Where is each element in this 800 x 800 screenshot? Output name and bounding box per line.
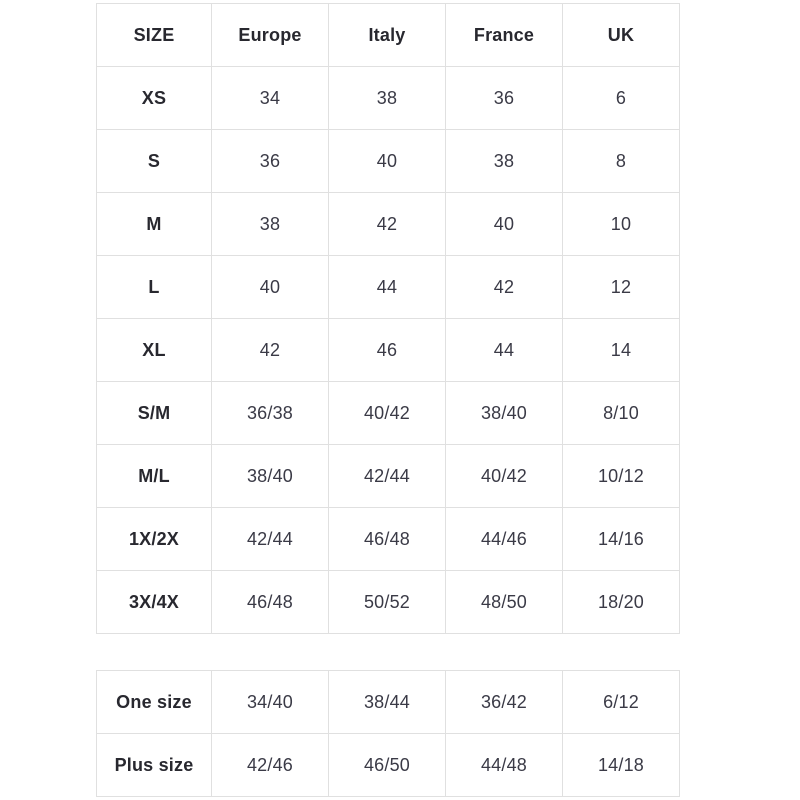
table-cell: 14/16 — [562, 507, 680, 571]
table-cell: 40 — [445, 192, 563, 256]
table-cell: 8/10 — [562, 381, 680, 445]
row-label: 1X/2X — [96, 507, 212, 571]
header-row: SIZE Europe Italy France UK — [96, 3, 680, 67]
table-cell: 8 — [562, 129, 680, 193]
table-cell: 44 — [445, 318, 563, 382]
table-cell: 38 — [445, 129, 563, 193]
table-cell: 38 — [328, 66, 446, 130]
column-header: UK — [562, 3, 680, 67]
table-cell: 10 — [562, 192, 680, 256]
table-cell: 46/50 — [328, 733, 446, 797]
table-row: M/L 38/40 42/44 40/42 10/12 — [96, 444, 680, 508]
table-row: L 40 44 42 12 — [96, 255, 680, 319]
table-row: XS 34 38 36 6 — [96, 66, 680, 130]
row-label: M/L — [96, 444, 212, 508]
table-cell: 38/40 — [445, 381, 563, 445]
table-cell: 42/44 — [211, 507, 329, 571]
table-row: M 38 42 40 10 — [96, 192, 680, 256]
size-table-header: SIZE Europe Italy France UK — [96, 3, 680, 67]
row-label: XL — [96, 318, 212, 382]
table-cell: 42 — [211, 318, 329, 382]
table-cell: 34 — [211, 66, 329, 130]
table-cell: 18/20 — [562, 570, 680, 634]
row-label: One size — [96, 670, 212, 734]
column-header: Europe — [211, 3, 329, 67]
row-label: M — [96, 192, 212, 256]
size-table-body: XS 34 38 36 6 S 36 40 38 8 M 38 42 40 10 L 40 44 42 12 XL 42 4… — [96, 66, 680, 634]
table-cell: 42/44 — [328, 444, 446, 508]
row-label: XS — [96, 66, 212, 130]
table-cell: 42 — [445, 255, 563, 319]
table-cell: 46/48 — [211, 570, 329, 634]
table-cell: 40 — [328, 129, 446, 193]
table-cell: 48/50 — [445, 570, 563, 634]
table-cell: 44 — [328, 255, 446, 319]
table-row: One size 34/40 38/44 36/42 6/12 — [96, 670, 680, 734]
special-sizes-body: One size 34/40 38/44 36/42 6/12 Plus size 42/4… — [96, 670, 680, 797]
table-row: XL 42 46 44 14 — [96, 318, 680, 382]
table-cell: 36 — [445, 66, 563, 130]
table-cell: 38 — [211, 192, 329, 256]
table-row: 1X/2X 42/44 46/48 44/46 14/16 — [96, 507, 680, 571]
row-label: S — [96, 129, 212, 193]
table-cell: 40/42 — [445, 444, 563, 508]
table-cell: 44/48 — [445, 733, 563, 797]
table-cell: 6 — [562, 66, 680, 130]
table-cell: 36/38 — [211, 381, 329, 445]
table-row: 3X/4X 46/48 50/52 48/50 18/20 — [96, 570, 680, 634]
table-cell: 14 — [562, 318, 680, 382]
table-cell: 10/12 — [562, 444, 680, 508]
row-label: 3X/4X — [96, 570, 212, 634]
special-sizes-table: One size 34/40 38/44 36/42 6/12 Plus size 42/4… — [96, 670, 680, 797]
table-row: S 36 40 38 8 — [96, 129, 680, 193]
table-cell: 50/52 — [328, 570, 446, 634]
table-row: S/M 36/38 40/42 38/40 8/10 — [96, 381, 680, 445]
table-cell: 36 — [211, 129, 329, 193]
size-conversion-table: SIZE Europe Italy France UK XS 34 38 36 6 S 36 40 38… — [96, 3, 680, 634]
table-cell: 46/48 — [328, 507, 446, 571]
table-row: Plus size 42/46 46/50 44/48 14/18 — [96, 733, 680, 797]
column-header: France — [445, 3, 563, 67]
column-header: SIZE — [96, 3, 212, 67]
table-cell: 46 — [328, 318, 446, 382]
row-label: S/M — [96, 381, 212, 445]
table-cell: 44/46 — [445, 507, 563, 571]
row-label: Plus size — [96, 733, 212, 797]
row-label: L — [96, 255, 212, 319]
table-cell: 42 — [328, 192, 446, 256]
table-cell: 40 — [211, 255, 329, 319]
size-conversion-section: SIZE Europe Italy France UK XS 34 38 36 6 S 36 40 38… — [96, 3, 680, 797]
table-cell: 40/42 — [328, 381, 446, 445]
table-cell: 38/40 — [211, 444, 329, 508]
table-cell: 34/40 — [211, 670, 329, 734]
column-header: Italy — [328, 3, 446, 67]
table-cell: 38/44 — [328, 670, 446, 734]
table-cell: 12 — [562, 255, 680, 319]
table-cell: 42/46 — [211, 733, 329, 797]
table-cell: 6/12 — [562, 670, 680, 734]
table-cell: 36/42 — [445, 670, 563, 734]
table-cell: 14/18 — [562, 733, 680, 797]
